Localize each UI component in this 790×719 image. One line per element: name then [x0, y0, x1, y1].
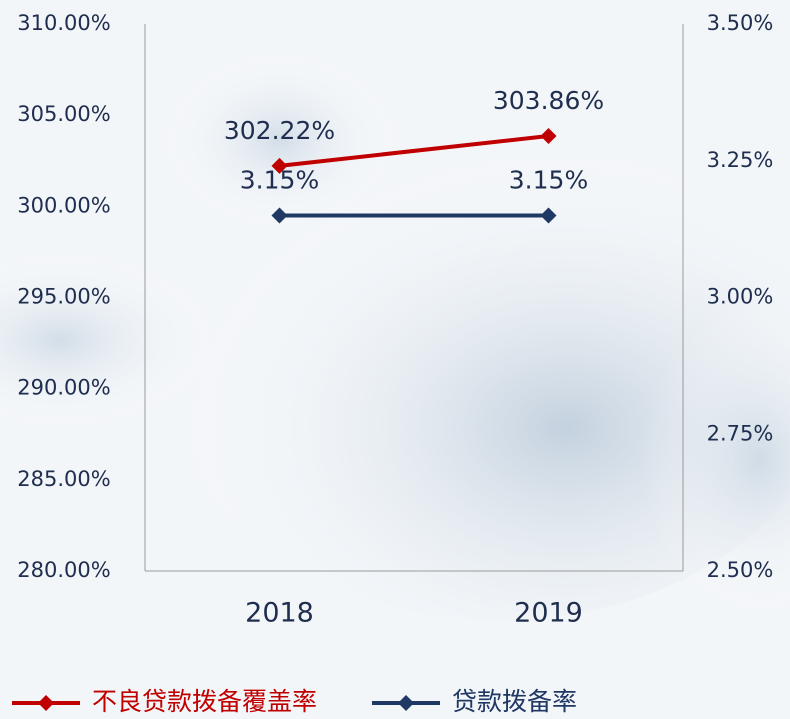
point-marker: [271, 157, 288, 174]
y2-tick-label: 2.50%: [707, 558, 774, 582]
mist: [0, 250, 220, 430]
legend-marker: [38, 695, 54, 711]
data-label: 3.15%: [509, 165, 588, 194]
y2-tick-label: 3.25%: [707, 148, 774, 172]
data-label: 303.86%: [493, 86, 604, 115]
y-tick-label: 300.00%: [17, 193, 110, 217]
y-tick-label: 280.00%: [17, 558, 110, 582]
mist: [170, 140, 790, 620]
y2-tick-label: 3.50%: [707, 11, 774, 35]
legend-marker: [398, 695, 414, 711]
y-tick-label: 290.00%: [17, 376, 110, 400]
y2-tick-label: 2.75%: [707, 421, 774, 445]
mist: [640, 300, 790, 620]
y2-tick-label: 3.00%: [707, 285, 774, 309]
series-line: [279, 133, 549, 168]
y-tick-label: 305.00%: [17, 102, 110, 126]
y-tick-label: 285.00%: [17, 467, 110, 491]
point-marker: [540, 127, 557, 144]
mist: [160, 50, 400, 230]
data-label: 3.15%: [240, 165, 319, 194]
point-marker: [540, 207, 557, 224]
legend-label: 不良贷款拨备覆盖率: [92, 687, 317, 716]
point-marker: [271, 207, 288, 224]
y-tick-label: 295.00%: [17, 285, 110, 309]
legend-label: 贷款拨备率: [452, 687, 577, 716]
data-label: 302.22%: [224, 116, 335, 145]
x-tick-label: 2018: [245, 598, 314, 629]
y-tick-label: 310.00%: [17, 11, 110, 35]
x-tick-label: 2019: [514, 598, 583, 629]
